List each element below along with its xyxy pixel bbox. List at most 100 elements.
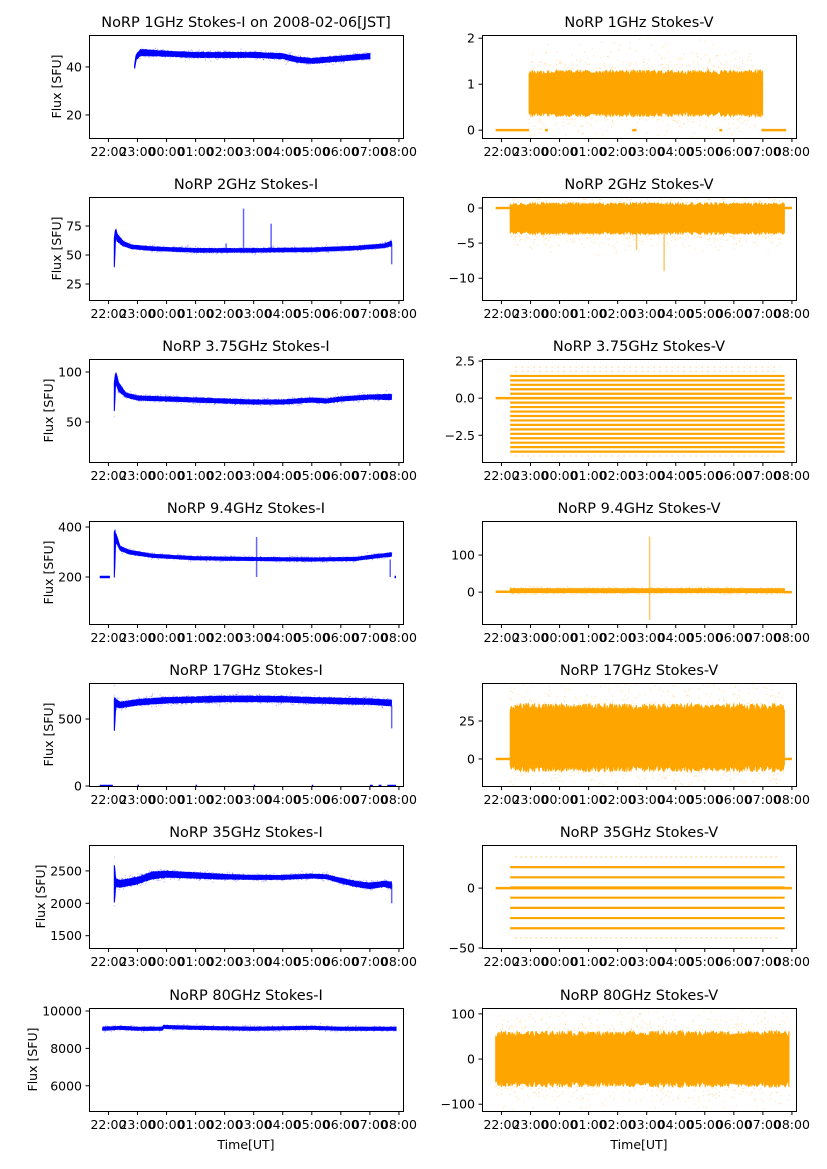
- data-point: [582, 125, 584, 127]
- data-point: [226, 252, 228, 254]
- data-point: [186, 246, 189, 249]
- data-point: [669, 61, 672, 63]
- data-point: [225, 58, 227, 61]
- data-point: [676, 64, 678, 66]
- data-point: [146, 55, 148, 57]
- panel-title: NoRP 1GHz Stokes-I on 2008-02-06[JST]: [101, 15, 391, 31]
- data-point: [559, 60, 562, 62]
- data-point: [748, 127, 751, 129]
- data-point: [332, 63, 334, 66]
- data-point: [326, 251, 328, 253]
- data-point: [254, 50, 256, 52]
- data-point: [329, 55, 331, 57]
- data-point: [566, 70, 568, 72]
- data-point: [576, 163, 577, 164]
- data-point: [533, 133, 535, 136]
- data-point: [321, 245, 323, 248]
- data-point: [528, 71, 530, 74]
- data-point: [306, 251, 309, 254]
- panel-1ghz-i: 22:0023:0000:0001:0002:0003:0004:0005:00…: [49, 15, 417, 159]
- data-point: [191, 247, 194, 249]
- data-point: [692, 52, 694, 54]
- data-point: [262, 247, 264, 249]
- data-point: [716, 70, 718, 72]
- data-point: [578, 44, 580, 46]
- data-point: [723, 118, 725, 120]
- data-point: [308, 57, 310, 59]
- data-point: [340, 245, 343, 247]
- data-point: [277, 58, 279, 60]
- data-point: [262, 58, 264, 60]
- data-point: [697, 61, 699, 63]
- panel-title: NoRP 1GHz Stokes-V: [564, 15, 713, 31]
- data-point: [562, 118, 564, 120]
- data-point: [256, 246, 258, 248]
- data-point: [574, 118, 576, 120]
- data-point: [284, 247, 286, 249]
- data-point: [269, 60, 271, 62]
- data-point: [550, 137, 553, 138]
- data-point: [676, 120, 678, 123]
- data-point: [313, 252, 315, 254]
- data-point: [745, 124, 747, 126]
- data-point: [309, 246, 311, 248]
- data-point: [596, 119, 598, 121]
- data-point: [310, 246, 313, 248]
- data-point: [656, 113, 658, 115]
- data-point: [629, 47, 631, 50]
- data-point: [220, 252, 222, 254]
- data-point: [587, 57, 589, 59]
- data-point: [240, 252, 242, 254]
- data-point: [538, 132, 541, 134]
- data-point: [560, 62, 562, 64]
- data-point: [285, 63, 287, 65]
- data-point: [601, 41, 603, 43]
- x-tick-label: 05:00: [294, 144, 330, 159]
- data-point: [265, 50, 267, 52]
- data-point: [599, 63, 601, 65]
- data-point: [629, 42, 631, 44]
- data-point: [338, 61, 340, 63]
- data-point: [285, 247, 287, 249]
- data-point: [602, 137, 605, 138]
- data-point: [368, 59, 370, 61]
- data-point: [251, 247, 253, 249]
- data-point: [532, 52, 535, 54]
- data-point: [628, 69, 630, 72]
- data-point: [354, 53, 356, 55]
- x-tick-label: 06:00: [716, 144, 752, 159]
- data-point: [617, 60, 619, 62]
- data-point: [341, 245, 344, 247]
- data-point: [747, 116, 749, 118]
- data-point: [178, 246, 180, 248]
- data-point: [656, 120, 658, 123]
- data-point: [149, 56, 151, 58]
- data-point: [237, 58, 239, 60]
- data-point: [637, 122, 639, 124]
- data-point: [530, 116, 532, 118]
- data-point: [336, 243, 338, 245]
- data-point: [274, 59, 276, 61]
- data-point: [216, 252, 218, 254]
- data-point: [245, 51, 247, 53]
- data-point: [530, 134, 532, 136]
- data-point: [217, 50, 219, 52]
- data-point: [683, 122, 686, 125]
- data-point: [190, 49, 192, 52]
- data-point: [734, 65, 736, 67]
- data-point: [366, 52, 369, 54]
- x-tick-label: 00:00: [542, 144, 578, 159]
- data-point: [645, 119, 647, 121]
- data-point: [720, 141, 721, 142]
- data-point: [254, 253, 257, 255]
- data-point: [140, 55, 143, 57]
- data-point: [586, 63, 588, 65]
- data-point: [623, 61, 625, 63]
- data-point: [325, 64, 327, 66]
- data-series: [134, 47, 371, 69]
- data-point: [576, 64, 578, 67]
- data-point: [603, 64, 605, 67]
- data-point: [635, 71, 637, 73]
- data-point: [728, 119, 730, 121]
- data-point: [680, 126, 683, 128]
